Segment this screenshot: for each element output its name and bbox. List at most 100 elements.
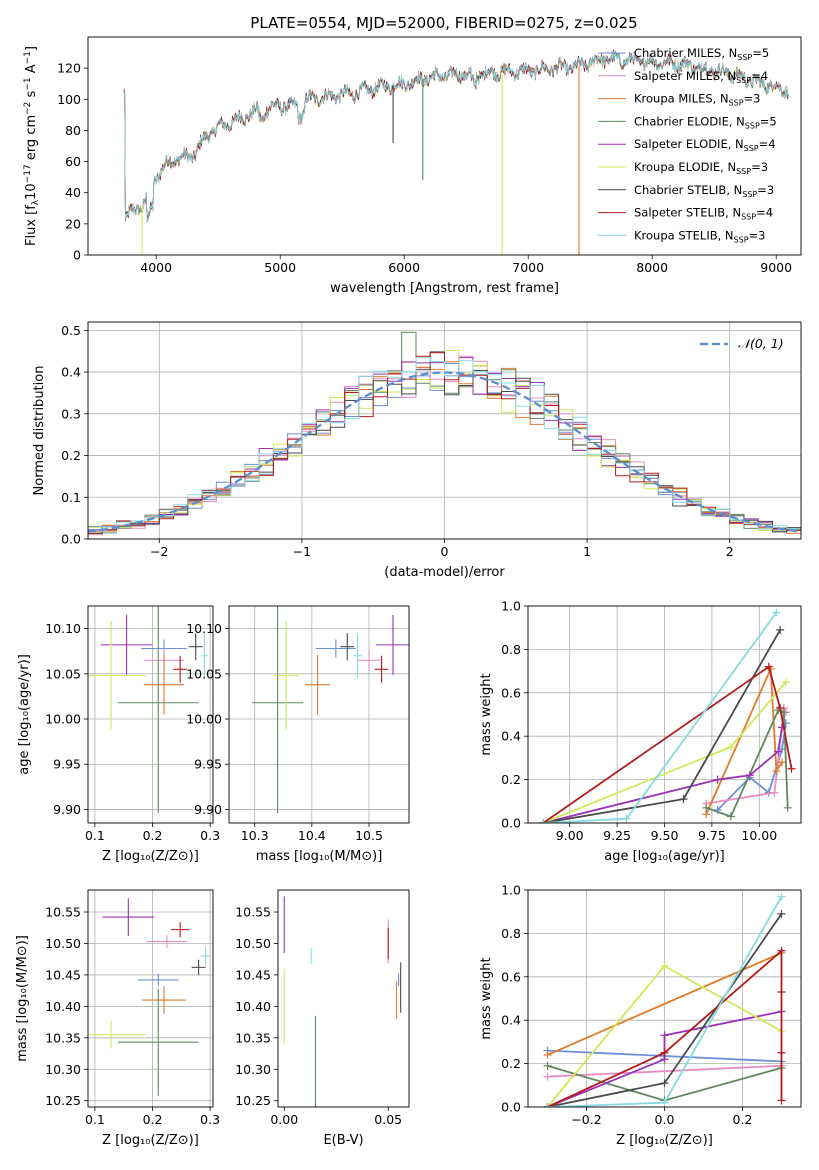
x-tick-label: −0.2 [571,1112,601,1127]
weight-line-salpeter_stelib [542,665,793,823]
x-tick-label: 0.2 [143,828,163,843]
weight-marker-salpeter_elodie [745,771,754,780]
histogram-kroupa_stelib [88,357,801,532]
y-tick-label: 0.4 [501,1013,521,1028]
y-tick-label: 1.0 [501,883,521,898]
x-tick-label: 0.1 [85,1112,105,1127]
axes-frame [527,889,802,1108]
y-axis-label: age [log₁₀(age/yr)] [17,654,32,775]
legend-residuals: 𝒩(0, 1) [700,336,784,351]
legend-tail: =5 [760,114,777,128]
y-tick-label: 10.25 [235,1093,271,1108]
y-tick-label: 10.35 [235,1030,271,1045]
y-tick-label: 0.2 [501,772,521,787]
legend-text: Chabrier MILES, N [634,46,737,60]
x-axis-label: E(B-V) [323,1133,363,1148]
y-tick-label: 10.40 [235,999,271,1014]
y-tick-label: 0.8 [501,926,521,941]
x-axis-label: mass [log₁₀(M/M⊙)] [256,849,383,864]
plot-area-residuals [88,331,801,536]
y-tick-label: 10.45 [235,967,271,982]
y-tick-label: 0.1 [61,490,81,505]
y-label-part: −1 [23,51,33,64]
legend-label-kroupa_stelib: Kroupa STELIB, NSSP=3 [634,228,765,244]
axes-frame [87,889,214,1108]
y-tick-label: 40 [65,185,81,200]
y-tick-label: 9.90 [53,802,81,817]
y-tick-label: 10.40 [45,999,81,1014]
weight-marker-salpeter_elodie [713,775,722,784]
panel-spectrum: 4000 5000 6000 7000 8000 9000 0 20 40 60 80 100 120 w… [23,36,802,296]
legend-label-salpeter_miles: Salpeter MILES, NSSP=4 [634,69,768,85]
legend-text: Kroupa STELIB, N [634,228,734,242]
x-tick-label: 0.3 [200,828,220,843]
legend-text: Salpeter STELIB, N [634,206,741,220]
x-tick-label: 5000 [264,260,296,275]
legend-subscript: SSP [745,121,760,130]
y-tick-label: 10.55 [45,905,81,920]
weight-marker-kroupa_elodie [660,961,669,970]
legend-text: Salpeter ELODIE, N [634,137,744,151]
spectrum-line-kroupa_stelib [123,49,789,223]
weight-marker-kroupa_elodie [781,677,790,686]
figure-title: PLATE=0554, MJD=52000, FIBERID=0275, z=0… [250,14,637,32]
x-tick-label: 1 [583,544,591,559]
x-tick-label: 10.3 [241,828,269,843]
y-tick-label: 10.30 [235,1062,271,1077]
weight-marker-kroupa_stelib [622,814,631,823]
plot-area-mass_vs_z [88,898,211,1096]
legend-label-salpeter_stelib: Salpeter STELIB, NSSP=4 [634,206,773,222]
normal-curve [88,371,799,533]
weight-marker-chabrier_elodie [702,803,711,812]
y-label-part: Flux [f [24,205,39,246]
weight-line-salpeter_stelib [547,948,783,1107]
legend-subscript: SSP [741,213,756,222]
x-tick-label: 9.00 [556,828,584,843]
y-tick-label: 9.95 [53,757,81,772]
y-axis-label: mass weight [479,673,494,755]
y-label-part: ] [24,46,39,51]
y-tick-label: 10.10 [186,621,222,636]
weight-marker-salpeter_miles [770,788,779,797]
y-tick-label: 0.2 [61,448,81,463]
x-tick-label: −1 [293,544,311,559]
weight-marker-chabrier_stelib [776,625,785,634]
y-tick-label: 10.25 [45,1093,81,1108]
y-label-part: −1 [23,77,33,90]
plot-area-weight_vs_age [539,608,796,823]
axes-frame [228,605,410,824]
y-tick-label: 10.30 [45,1062,81,1077]
panel-residuals: −2 −1 0 1 2 0.0 0.1 0.2 0.3 0.4 0.5 (data-model)/er… [32,321,802,580]
y-tick-label: 0.0 [501,1100,521,1115]
x-tick-label: 10.5 [355,828,383,843]
weight-marker-chabrier_stelib [679,795,688,804]
x-tick-label: 9000 [760,260,792,275]
legend-subscript: SSP [736,76,751,85]
weight-marker-salpeter_stelib [776,703,785,712]
legend-text: Kroupa MILES, N [634,92,729,106]
x-tick-label: 8000 [636,260,668,275]
y-tick-label: 10.50 [235,936,271,951]
axes-frame [87,605,214,824]
y-tick-label: 10.05 [45,666,81,681]
y-tick-label: 20 [65,216,81,231]
y-tick-label: 10.55 [235,905,271,920]
x-tick-label: 0.3 [200,1112,220,1127]
legend-text: Chabrier STELIB, N [634,183,742,197]
x-tick-label: 0.1 [85,828,105,843]
x-tick-label: 0.2 [143,1112,163,1127]
y-axis-label: mass weight [479,957,494,1039]
weight-marker-kroupa_elodie [726,743,735,752]
weight-marker-chabrier_stelib [777,909,786,918]
weight-marker-salpeter_stelib [777,1048,786,1057]
weight-marker-kroupa_stelib [777,892,786,901]
weight-marker-kroupa_stelib [539,819,548,823]
x-tick-label: 6000 [388,260,420,275]
legend-label-chabrier_miles: Chabrier MILES, NSSP=5 [634,46,769,62]
y-tick-label: 0.2 [501,1056,521,1071]
y-tick-label: 10.00 [186,712,222,727]
legend-tail: =3 [751,160,768,174]
plot-area-weight_vs_z [543,892,786,1107]
